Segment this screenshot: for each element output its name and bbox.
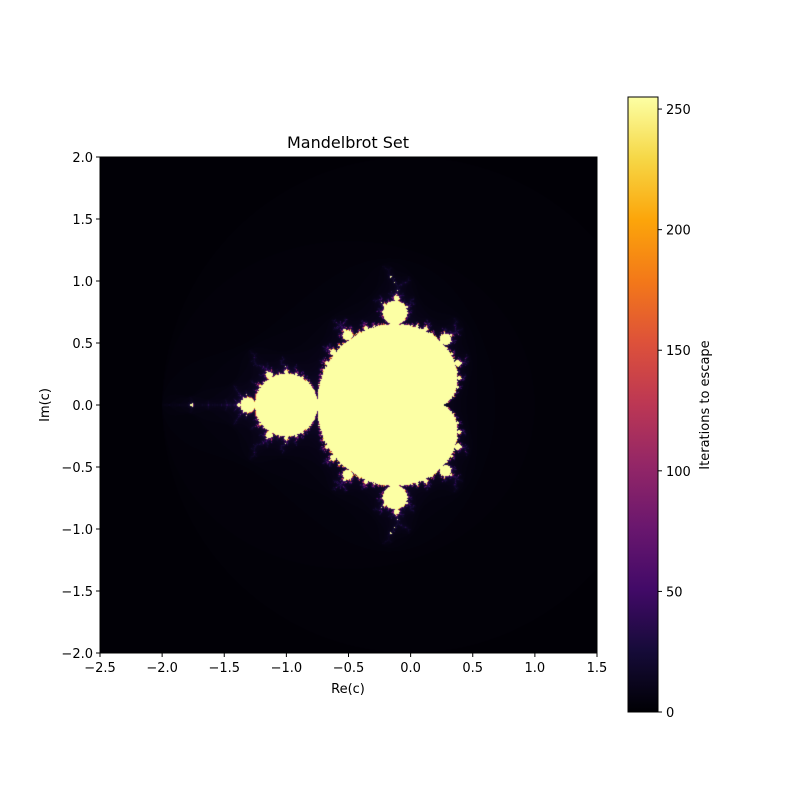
colorbar-tick-label: 200 bbox=[666, 224, 691, 239]
colorbar-ticks: 0 50 100 150 200 250 bbox=[658, 103, 691, 721]
y-tick-label: 0.0 bbox=[72, 399, 93, 414]
y-tick-label: 2.0 bbox=[72, 151, 93, 166]
y-axis-label: Im(c) bbox=[38, 388, 53, 422]
colorbar: 0 50 100 150 200 250 Iterations to escape bbox=[627, 96, 713, 721]
y-tick-label: 1.0 bbox=[72, 275, 93, 290]
colorbar-tick-label: 50 bbox=[666, 585, 683, 600]
colorbar-gradient bbox=[627, 96, 659, 713]
y-tick-label: −0.5 bbox=[61, 461, 93, 476]
colorbar-tick-label: 100 bbox=[666, 465, 691, 480]
chart-title: Mandelbrot Set bbox=[287, 133, 409, 152]
x-tick-label: 1.0 bbox=[525, 661, 546, 676]
y-tick-label: −2.0 bbox=[61, 647, 93, 662]
x-tick-label: −1.0 bbox=[271, 661, 303, 676]
y-tick-label: −1.0 bbox=[61, 523, 93, 538]
y-tick-label: 1.5 bbox=[72, 213, 93, 228]
x-tick-label: −2.5 bbox=[84, 661, 116, 676]
x-tick-label: −0.5 bbox=[333, 661, 365, 676]
colorbar-tick-label: 250 bbox=[666, 103, 691, 118]
colorbar-tick-label: 0 bbox=[666, 706, 674, 721]
x-tick-label: −2.0 bbox=[146, 661, 178, 676]
y-tick-label: 0.5 bbox=[72, 337, 93, 352]
colorbar-label: Iterations to escape bbox=[698, 340, 713, 469]
x-tick-label: 0.0 bbox=[400, 661, 421, 676]
x-axis-label: Re(c) bbox=[331, 682, 365, 697]
colorbar-tick-label: 150 bbox=[666, 344, 691, 359]
x-axis-ticks: −2.5 −2.0 −1.5 −1.0 −0.5 0.0 0.5 1.0 1.5 bbox=[84, 653, 607, 676]
x-tick-label: 0.5 bbox=[462, 661, 483, 676]
mandelbrot-heatmap bbox=[100, 157, 597, 653]
x-tick-label: 1.5 bbox=[587, 661, 608, 676]
y-tick-label: −1.5 bbox=[61, 585, 93, 600]
plot-area bbox=[99, 156, 598, 654]
x-tick-label: −1.5 bbox=[208, 661, 240, 676]
y-axis-ticks: 2.0 1.5 1.0 0.5 0.0 −0.5 −1.0 −1.5 −2.0 bbox=[61, 151, 100, 662]
